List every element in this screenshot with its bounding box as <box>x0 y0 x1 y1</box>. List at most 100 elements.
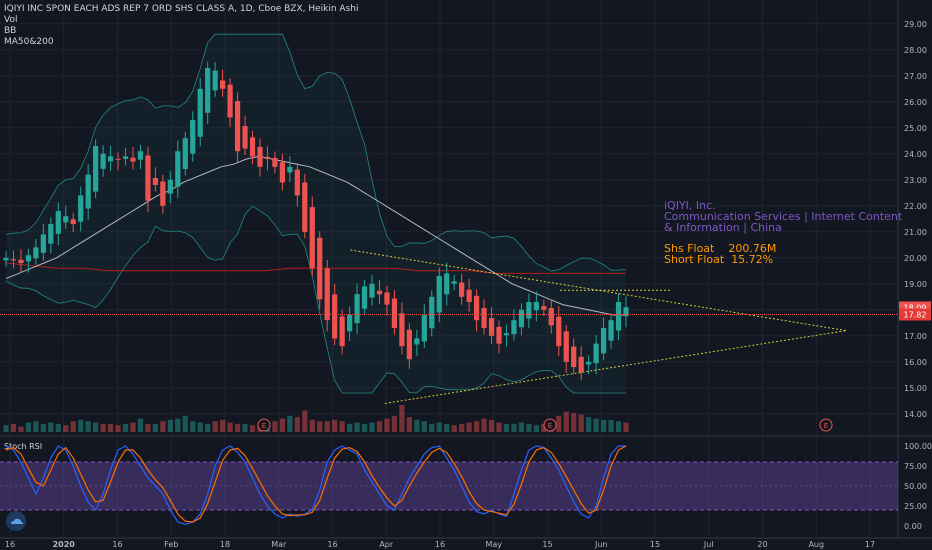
candle-body <box>361 286 368 309</box>
time-tick-label: Jun <box>594 540 608 549</box>
candle-body <box>466 289 472 302</box>
earnings-marker-label: E <box>824 422 828 430</box>
earnings-marker-icon <box>819 418 833 432</box>
volume-bar <box>391 415 398 432</box>
price-tick-label: 27.00 <box>904 72 927 81</box>
candle-body <box>212 70 218 91</box>
time-tick-label: Aug <box>808 540 824 549</box>
price-tick-label: 28.00 <box>904 46 927 55</box>
candle-body <box>436 276 442 313</box>
time-tick-label: 2020 <box>53 540 76 549</box>
volume-bar <box>414 419 420 432</box>
candle-body <box>257 146 263 167</box>
candle-body <box>526 302 532 319</box>
candle-body <box>369 283 375 298</box>
volume-bar <box>436 422 442 432</box>
legend-vol[interactable]: Vol <box>4 15 18 25</box>
candle-body <box>205 68 211 113</box>
candle-body <box>175 151 181 187</box>
volume-bar <box>197 422 203 432</box>
time-tick-label: 16 <box>112 540 122 549</box>
candle-body <box>197 88 203 137</box>
candle-body <box>578 356 584 373</box>
candle-body <box>332 294 338 339</box>
candle-body <box>63 216 69 223</box>
time-tick-label: 15 <box>650 540 660 549</box>
short-float-label: Short Float <box>664 253 725 266</box>
volume-bar <box>466 422 472 432</box>
stoch-tick-label: 75.00 <box>904 462 927 471</box>
candle-body <box>339 316 345 347</box>
volume-bar <box>249 425 256 432</box>
shs-float-value: 200.76M <box>728 242 777 255</box>
company-description: Communication Services | Internet Conten… <box>664 210 903 234</box>
candle-body <box>85 174 91 209</box>
volume-bar <box>533 425 539 432</box>
time-tick-label: 17 <box>865 540 875 549</box>
volume-bar <box>70 421 76 432</box>
volume-bar <box>503 423 510 432</box>
volume-bar <box>324 421 330 432</box>
candle-body <box>518 309 525 328</box>
shs-float-label: Shs Float <box>664 242 715 255</box>
price-tick-label: 16.00 <box>904 358 927 367</box>
earnings-marker-icon <box>543 418 557 432</box>
price-tick-label: 14.00 <box>904 410 927 419</box>
volume-bar <box>294 417 300 432</box>
price-tick-label: 15.00 <box>904 384 927 393</box>
volume-bar <box>63 425 69 432</box>
candle-body <box>220 80 226 89</box>
short-float-row: Short Float 15.72% <box>664 254 904 265</box>
candle-body <box>249 137 256 157</box>
candle-body <box>115 158 121 160</box>
volume-bar <box>317 421 323 432</box>
volume-bar <box>175 418 181 432</box>
volume-bar <box>212 421 218 432</box>
stoch-tick-label: 100.00 <box>904 442 932 451</box>
candle-body <box>406 329 412 360</box>
candle-body <box>511 320 517 335</box>
stoch-d-line <box>5 445 627 523</box>
candle-body <box>600 328 607 354</box>
candle-body <box>503 333 510 336</box>
candle-body <box>391 298 398 328</box>
volume-bar <box>511 423 517 432</box>
volume-bar <box>234 423 241 432</box>
price-tick-label: 19.00 <box>904 280 927 289</box>
stoch-rsi-label: Stoch RSI <box>4 442 42 451</box>
candle-body <box>287 166 293 173</box>
candle-body <box>107 156 114 162</box>
shs-float-row: Shs Float 200.76M <box>664 243 904 254</box>
candle-body <box>615 302 622 331</box>
price-tick-label: 20.00 <box>904 254 927 263</box>
bollinger-upper <box>5 33 627 272</box>
candle-body <box>279 162 285 183</box>
volume-bar <box>152 423 159 432</box>
tradingview-cloud-icon[interactable] <box>6 511 26 531</box>
volume-bar <box>279 418 285 432</box>
price-badge-label: 18.09 <box>904 303 927 312</box>
candle-body <box>160 181 166 206</box>
candle-body <box>3 257 9 261</box>
candle-body <box>376 290 383 295</box>
volume-bar <box>242 423 248 432</box>
volume-bar <box>137 418 144 432</box>
time-tick-label: Mar <box>271 540 287 549</box>
candle-body <box>593 343 599 364</box>
volume-bar <box>347 423 353 432</box>
volume-bar <box>369 422 375 432</box>
legend-bb[interactable]: BB <box>4 26 17 36</box>
volume-bar <box>332 419 338 432</box>
candle-body <box>451 281 457 284</box>
volume-bar <box>354 422 360 432</box>
volume-bar <box>78 419 84 432</box>
stoch-tick-label: 0.00 <box>904 522 922 531</box>
candle-body <box>10 259 17 261</box>
volume-bar <box>384 418 390 432</box>
legend-ma[interactable]: MA50&200 <box>4 37 54 47</box>
candle-body <box>586 361 592 365</box>
candle-body <box>384 292 390 305</box>
candle-body <box>130 157 136 162</box>
